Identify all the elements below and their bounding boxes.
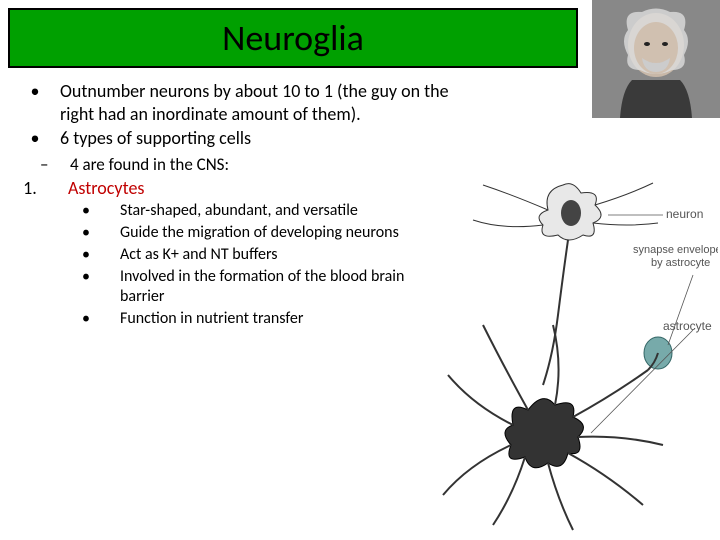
astrocyte-diagram: neuron synapse enveloped by astrocyte as…: [433, 175, 718, 533]
subsub-text: Guide the migration of developing neuron…: [110, 223, 450, 243]
numbered-text: Astrocytes: [50, 177, 450, 200]
bullet-text: Outnumber neurons by about 10 to 1 (the …: [60, 80, 450, 125]
content-area: • Outnumber neurons by about 10 to 1 (th…: [10, 80, 450, 331]
subsub-text: Involved in the formation of the blood b…: [110, 267, 450, 307]
subsub-marker: •: [10, 223, 110, 243]
diagram-label-astrocyte: astrocyte: [663, 319, 712, 333]
bullet-text: 6 types of supporting cells: [60, 127, 450, 150]
number-marker: 1.: [10, 177, 50, 200]
subsub-item: • Involved in the formation of the blood…: [10, 267, 450, 307]
bullet-item: • Outnumber neurons by about 10 to 1 (th…: [10, 80, 450, 125]
bullet-item: • 6 types of supporting cells: [10, 127, 450, 150]
subsub-marker: •: [10, 309, 110, 329]
subsub-item: • Function in nutrient transfer: [10, 309, 450, 329]
slide-title: Neuroglia: [222, 16, 364, 60]
portrait-photo: [592, 0, 720, 118]
diagram-label-synapse: synapse enveloped by astrocyte: [633, 244, 718, 269]
bullet-marker: •: [10, 127, 60, 150]
subsub-marker: •: [10, 267, 110, 307]
subsub-text: Act as K+ and NT buffers: [110, 245, 450, 265]
bullet-marker: •: [10, 80, 60, 125]
subsub-text: Function in nutrient transfer: [110, 309, 450, 329]
subsub-item: • Guide the migration of developing neur…: [10, 223, 450, 243]
subsub-marker: •: [10, 245, 110, 265]
diagram-label-neuron: neuron: [666, 207, 703, 221]
subsub-item: • Star-shaped, abundant, and versatile: [10, 201, 450, 221]
sub-bullet-item: – 4 are found in the CNS:: [10, 154, 450, 175]
subsub-item: • Act as K+ and NT buffers: [10, 245, 450, 265]
sub-bullet-marker: –: [10, 154, 50, 175]
sub-bullet-text: 4 are found in the CNS:: [50, 154, 450, 175]
subsub-marker: •: [10, 201, 110, 221]
numbered-item: 1. Astrocytes: [10, 177, 450, 200]
subsub-text: Star-shaped, abundant, and versatile: [110, 201, 450, 221]
title-bar: Neuroglia: [8, 8, 578, 68]
